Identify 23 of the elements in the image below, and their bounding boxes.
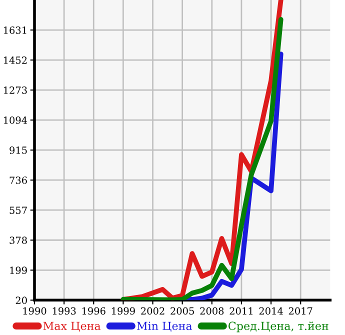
x-tick-label: 2005 bbox=[170, 307, 194, 315]
y-tick-label: 736 bbox=[10, 176, 27, 184]
y-tick-label: 1094 bbox=[4, 116, 28, 124]
legend-label: Max Цена bbox=[43, 322, 101, 332]
legend-label: Сред.Цена, т.йен bbox=[228, 322, 328, 332]
y-tick-label: 1452 bbox=[4, 56, 27, 64]
x-tick-label: 2017 bbox=[288, 307, 312, 315]
y-tick-label: 557 bbox=[10, 206, 27, 214]
x-tick-label: 1990 bbox=[23, 307, 46, 315]
x-tick-label: 1993 bbox=[52, 307, 76, 315]
x-tick-label: 1996 bbox=[82, 307, 106, 315]
x-tick-label: 2008 bbox=[200, 307, 224, 315]
y-tick-label: 378 bbox=[10, 236, 27, 244]
x-tick-label: 1999 bbox=[112, 307, 135, 315]
legend-label: Min Цена bbox=[136, 322, 192, 332]
y-tick-label: 1631 bbox=[4, 26, 26, 34]
y-tick-label: 1273 bbox=[4, 86, 27, 94]
x-tick-label: 2014 bbox=[259, 307, 283, 315]
y-tick-label: 915 bbox=[10, 146, 27, 154]
y-tick-label: 199 bbox=[10, 266, 27, 274]
y-tick-label: 20 bbox=[16, 296, 27, 304]
x-tick-label: 2002 bbox=[141, 307, 164, 315]
x-tick-label: 2011 bbox=[230, 307, 252, 315]
